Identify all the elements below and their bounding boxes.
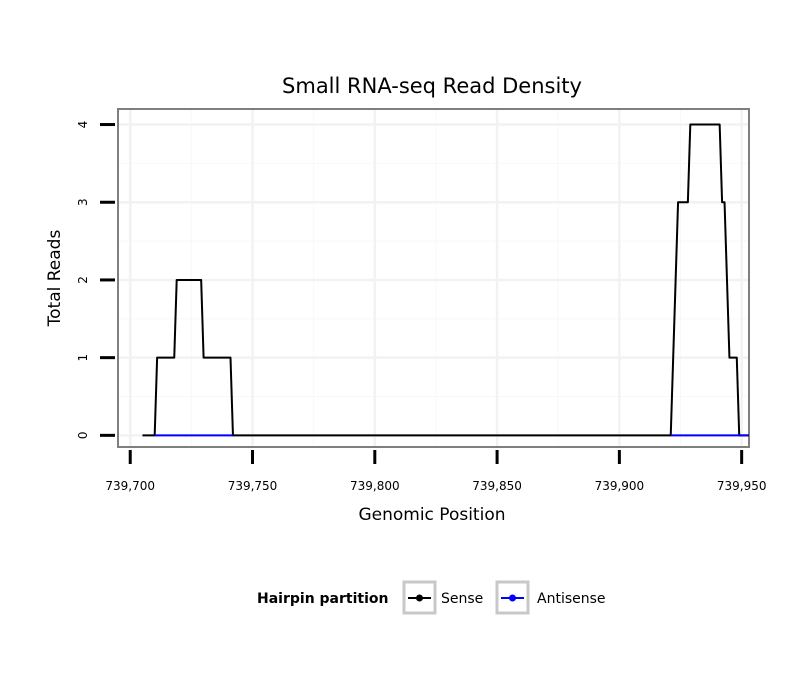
x-tick-label: 739,850 bbox=[472, 479, 522, 493]
chart-title: Small RNA-seq Read Density bbox=[282, 74, 582, 98]
legend: Hairpin partition Sense Antisense bbox=[257, 580, 606, 615]
y-axis-title: Total Reads bbox=[45, 230, 65, 328]
legend-point-sense bbox=[416, 594, 423, 602]
series-line-sense bbox=[142, 123, 749, 437]
x-tick-label: 739,900 bbox=[595, 479, 645, 493]
legend-label-sense: Sense bbox=[441, 591, 483, 607]
x-tick-label: 739,700 bbox=[105, 479, 155, 493]
x-tick-label: 739,950 bbox=[717, 479, 767, 493]
legend-item-antisense: Antisense bbox=[495, 580, 606, 615]
x-axis-title: Genomic Position bbox=[358, 505, 505, 525]
data-series bbox=[142, 123, 749, 437]
x-axis: 739,700 739,750 739,800 739,850 739,900 739,9… bbox=[105, 450, 766, 493]
plot-panel bbox=[117, 108, 750, 448]
legend-label-antisense: Antisense bbox=[537, 591, 606, 607]
y-tick-label: 3 bbox=[76, 198, 90, 206]
y-tick-label: 1 bbox=[76, 354, 90, 362]
grid-lines bbox=[119, 110, 748, 446]
legend-title: Hairpin partition bbox=[257, 591, 388, 607]
y-tick-label: 0 bbox=[76, 432, 90, 440]
legend-item-sense: Sense bbox=[402, 580, 483, 615]
y-axis: 0 1 2 3 4 bbox=[76, 121, 115, 439]
x-tick-label: 739,750 bbox=[228, 479, 278, 493]
y-tick-label: 2 bbox=[76, 276, 90, 284]
x-tick-label: 739,800 bbox=[350, 479, 400, 493]
y-tick-label: 4 bbox=[76, 121, 90, 129]
legend-point-antisense bbox=[509, 594, 516, 602]
